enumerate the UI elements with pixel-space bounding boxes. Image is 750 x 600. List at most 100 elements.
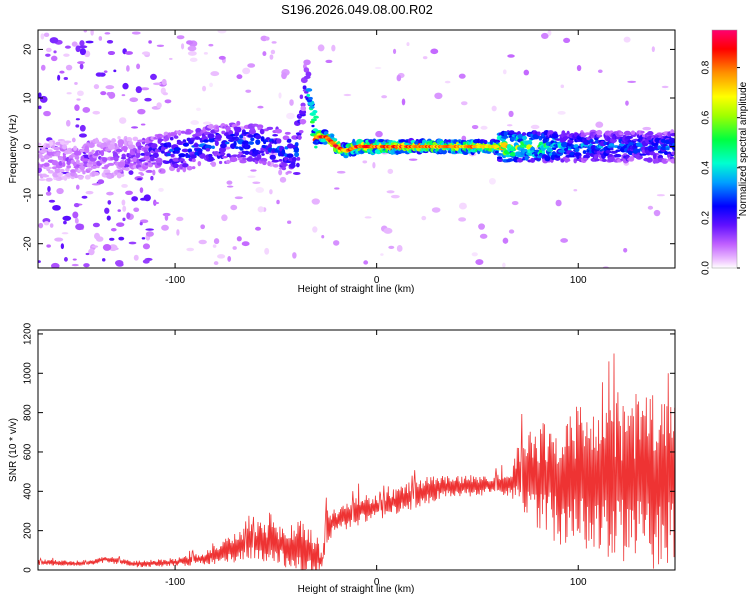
spectrogram-cell xyxy=(101,157,108,163)
snr-xtick-label: -100 xyxy=(165,577,185,588)
spectrogram-cell xyxy=(38,105,42,110)
spectrogram-cell xyxy=(294,151,300,158)
spectrogram-cell xyxy=(52,204,61,211)
spectrogram-cell xyxy=(320,138,327,143)
spectrogram-cell xyxy=(334,187,340,190)
spectrogram-cell xyxy=(383,227,393,234)
spectrogram-cell xyxy=(140,152,146,156)
spectrogram-cell xyxy=(293,146,300,153)
spectrogram-cell xyxy=(564,158,571,162)
colorbar-tick-label: 0.0 xyxy=(701,261,712,275)
spectrogram-cell xyxy=(95,72,103,77)
spectrogram-cell xyxy=(508,110,514,118)
spectrogram-cell xyxy=(574,147,580,153)
spectrogram-cell xyxy=(145,231,154,237)
spectrogram-ytick-label: -10 xyxy=(23,187,34,202)
spectrogram-cell xyxy=(321,235,325,239)
spectrogram-cell xyxy=(161,78,167,86)
spectrogram-cell xyxy=(507,158,513,161)
spectrogram-cell xyxy=(74,82,78,85)
spectrogram-cell xyxy=(66,92,72,95)
spectrogram-cell xyxy=(560,238,569,243)
spectrogram-cell xyxy=(64,45,71,49)
spectrogram-cell xyxy=(119,117,127,124)
spectrogram-cell xyxy=(396,74,402,82)
spectrogram-cell xyxy=(422,56,428,60)
spectrogram-cell xyxy=(596,129,603,136)
spectrogram-cell xyxy=(92,222,100,228)
spectrogram-cell xyxy=(200,224,206,230)
snr-ytick-label: 200 xyxy=(23,522,34,539)
spectrogram-cell xyxy=(140,123,146,126)
spectrogram-cell xyxy=(570,144,575,149)
spectrogram-cell xyxy=(458,202,467,210)
snr-series-line xyxy=(38,353,675,570)
spectrogram-cell xyxy=(502,262,506,268)
spectrogram-cell xyxy=(271,159,279,163)
spectrogram-cell xyxy=(236,120,241,126)
spectrogram-cell xyxy=(97,141,102,145)
spectrogram-cell xyxy=(279,176,287,183)
spectrogram-cell xyxy=(236,236,242,242)
spectrogram-cell xyxy=(262,51,267,57)
spectrogram-cell xyxy=(74,155,80,160)
spectrogram-cell xyxy=(45,53,51,57)
spectrogram-cell xyxy=(627,80,637,83)
colorbar-frame xyxy=(711,29,738,269)
spectrogram-ytick-label: 0 xyxy=(23,143,34,149)
spectrogram-cell xyxy=(97,179,105,185)
spectrogram-cell xyxy=(90,165,97,169)
spectrogram-cell xyxy=(313,115,319,119)
spectrogram-cell xyxy=(502,69,507,75)
spectrogram-cell xyxy=(43,221,50,226)
spectrogram-cell xyxy=(311,124,315,128)
spectrogram-cell xyxy=(176,35,185,40)
spectrogram-cell xyxy=(203,52,208,55)
spectrogram-cell xyxy=(203,139,209,143)
spectrogram-cell xyxy=(225,160,232,163)
spectrogram-cell xyxy=(137,108,146,115)
spectrogram-cell xyxy=(73,150,82,156)
spectrogram-cell xyxy=(250,169,257,172)
spectrogram-cell xyxy=(224,141,230,145)
spectrogram-cell xyxy=(255,226,262,231)
spectrogram-cell xyxy=(217,254,226,259)
spectrogram-cell xyxy=(511,132,519,135)
spectrogram-cell xyxy=(176,229,180,236)
spectrogram-cell xyxy=(430,48,439,55)
spectrogram-cell xyxy=(158,187,164,192)
spectrogram-cell xyxy=(85,40,94,44)
spectrogram-cell xyxy=(310,105,315,109)
spectrogram-cell xyxy=(250,137,255,142)
spectrogram-cell xyxy=(292,171,301,175)
spectrogram-cell xyxy=(386,190,395,194)
spectrogram-cell xyxy=(63,53,70,57)
spectrogram-cell xyxy=(93,84,100,90)
spectrogram-cell xyxy=(173,147,181,152)
spectrogram-cell xyxy=(47,186,51,192)
spectrogram-cell xyxy=(62,162,66,167)
spectrogram-cell xyxy=(264,247,270,255)
spectrogram-cell xyxy=(208,156,214,161)
colorbar: 0.0 0.2 0.4 0.6 0.8 Normalized spectral ampl… xyxy=(701,29,749,275)
spectrogram-cell xyxy=(254,134,262,140)
spectrogram-cell xyxy=(432,142,437,146)
spectrogram-cell xyxy=(176,216,184,222)
spectrogram-cell xyxy=(71,41,78,47)
spectrogram-cell xyxy=(221,155,228,159)
spectrogram-cell xyxy=(74,217,79,224)
spectrogram-cell xyxy=(92,110,101,115)
colorbar-tick-label: 0.8 xyxy=(701,60,712,74)
spectrogram-cell xyxy=(665,147,670,151)
spectrogram-cell xyxy=(44,166,53,170)
spectrogram-cell xyxy=(190,120,199,126)
spectrogram-cell xyxy=(325,59,333,64)
spectrogram-cell xyxy=(49,37,59,44)
spectrogram-cell xyxy=(252,181,261,185)
spectrogram-cell xyxy=(81,195,88,199)
spectrogram-cell xyxy=(208,153,213,158)
spectrogram-cell xyxy=(226,180,233,185)
spectrogram-cell xyxy=(122,217,126,222)
spectrogram-cell xyxy=(221,214,228,222)
spectrogram-cell xyxy=(239,146,244,151)
